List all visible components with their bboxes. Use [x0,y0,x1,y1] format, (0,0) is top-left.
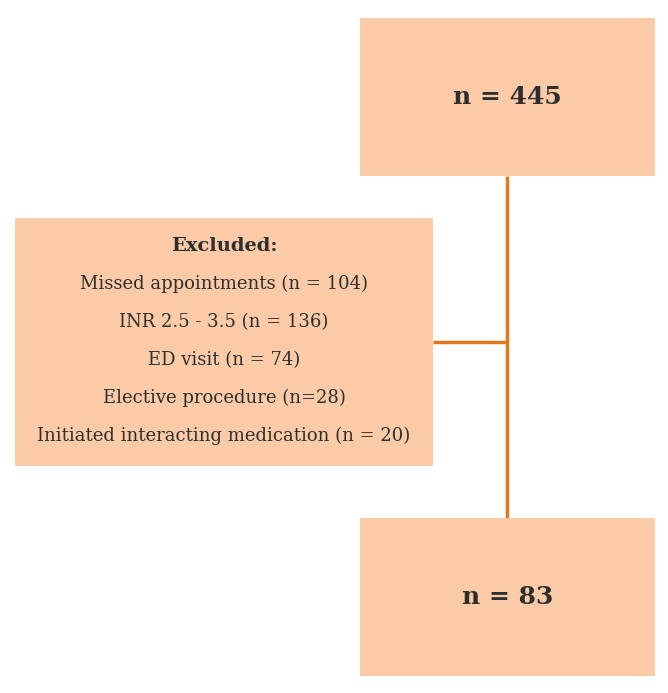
Text: ED visit (n = 74): ED visit (n = 74) [148,351,300,369]
FancyBboxPatch shape [360,518,655,676]
Text: n = 445: n = 445 [453,85,562,109]
FancyBboxPatch shape [15,218,433,466]
Text: INR 2.5 - 3.5 (n = 136): INR 2.5 - 3.5 (n = 136) [120,313,329,331]
Text: Excluded:: Excluded: [171,237,277,255]
Text: Elective procedure (n=28): Elective procedure (n=28) [103,389,345,407]
Text: Missed appointments (n = 104): Missed appointments (n = 104) [80,275,368,293]
Text: n = 83: n = 83 [462,585,553,609]
Text: Initiated interacting medication (n = 20): Initiated interacting medication (n = 20… [37,427,411,445]
FancyBboxPatch shape [360,18,655,176]
